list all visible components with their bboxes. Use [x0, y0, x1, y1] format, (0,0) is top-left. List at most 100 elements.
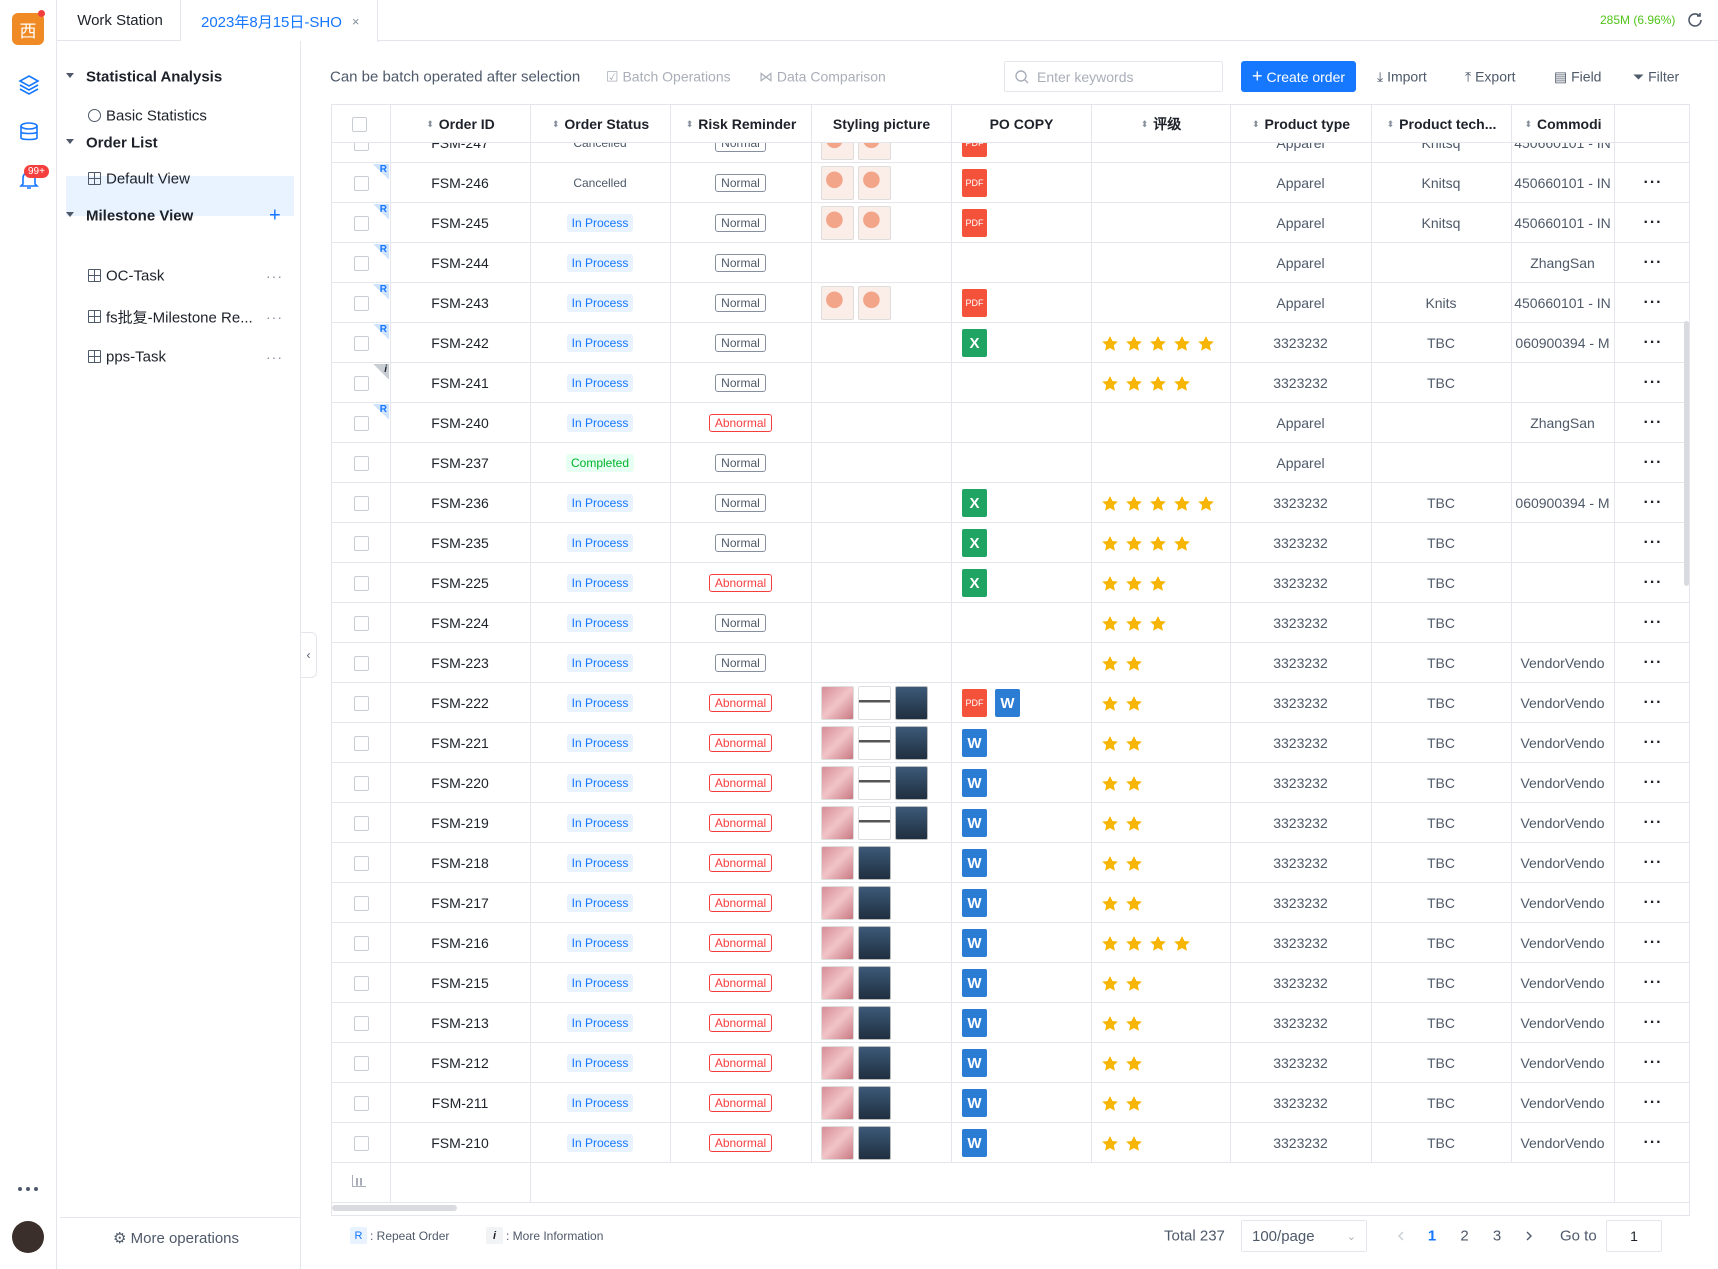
prev-page[interactable] [1395, 1230, 1407, 1242]
checkbox[interactable] [353, 815, 369, 831]
po-file-icon[interactable]: X [962, 529, 987, 557]
table-row[interactable]: FSM-217 In Process Abnormal W 3323232 TBC Vend… [332, 883, 1689, 923]
row-actions[interactable]: ··· [1614, 243, 1689, 282]
checkbox[interactable] [353, 535, 369, 551]
row-actions[interactable]: ··· [1614, 1043, 1689, 1082]
tree-item[interactable]: OC-Task [106, 267, 165, 285]
row-actions[interactable]: ··· [1614, 143, 1689, 162]
po-file-icon[interactable]: W [962, 889, 987, 917]
order-id[interactable]: FSM-246 [431, 175, 489, 191]
row-actions[interactable]: ··· [1614, 563, 1689, 602]
styling-picture[interactable] [895, 766, 928, 800]
more-operations[interactable]: ⚙ More operations [113, 1230, 240, 1247]
order-id[interactable]: FSM-215 [431, 975, 489, 991]
export-button[interactable]: ⤒ Export [1465, 68, 1516, 85]
column-header[interactable]: ⬍ Risk Reminder [670, 105, 811, 143]
row-actions[interactable]: ··· [1614, 283, 1689, 322]
checkbox[interactable] [353, 335, 369, 351]
tree-item[interactable]: Basic Statistics [106, 107, 207, 125]
checkbox[interactable] [353, 255, 369, 271]
row-actions[interactable]: ··· [1614, 803, 1689, 842]
column-header[interactable]: ⬍ 评级 [1091, 105, 1230, 143]
order-id[interactable]: FSM-247 [431, 143, 489, 151]
row-actions[interactable]: ··· [1614, 723, 1689, 762]
table-row[interactable]: FSM-225 In Process Abnormal X 3323232 TBC ··· [332, 563, 1689, 603]
row-actions[interactable]: ··· [1614, 603, 1689, 642]
row-actions[interactable]: ··· [1614, 643, 1689, 682]
order-id[interactable]: FSM-220 [431, 775, 489, 791]
row-actions[interactable]: ··· [1614, 1083, 1689, 1122]
tree-item[interactable]: fs批复-Milestone Re... [106, 309, 253, 327]
table-row[interactable]: FSM-235 In Process Normal X 3323232 TBC ··· [332, 523, 1689, 563]
checkbox[interactable] [353, 1135, 369, 1151]
table-row[interactable]: FSM-236 In Process Normal X 3323232 TBC 060900… [332, 483, 1689, 523]
row-actions[interactable]: ··· [1614, 483, 1689, 522]
styling-picture[interactable] [821, 966, 854, 1000]
tree-item[interactable]: Default View [106, 170, 190, 188]
order-id[interactable]: FSM-223 [431, 655, 489, 671]
group-caret[interactable] [66, 139, 74, 144]
table-row[interactable]: FSM-223 In Process Normal 3323232 TBC VendorV… [332, 643, 1689, 683]
checkbox[interactable] [353, 455, 369, 471]
table-row[interactable]: FSM-213 In Process Abnormal W 3323232 TBC Vend… [332, 1003, 1689, 1043]
order-id[interactable]: FSM-224 [431, 615, 489, 631]
next-page[interactable] [1523, 1230, 1535, 1242]
order-id[interactable]: FSM-222 [431, 695, 489, 711]
add-view[interactable]: + [269, 204, 281, 227]
order-id[interactable]: FSM-210 [431, 1135, 489, 1151]
row-actions[interactable]: ··· [1614, 163, 1689, 202]
table-row[interactable]: R FSM-240 In Process Abnormal Apparel ZhangSa… [332, 403, 1689, 443]
checkbox[interactable] [353, 575, 369, 591]
order-id[interactable]: FSM-219 [431, 815, 489, 831]
batch-operations[interactable]: ☑ Batch Operations [606, 68, 731, 85]
page-number[interactable]: 2 [1460, 1227, 1469, 1245]
styling-picture[interactable] [821, 286, 854, 320]
column-header[interactable]: ⬍ Product tech... [1371, 105, 1511, 143]
table-row[interactable]: FSM-216 In Process Abnormal W 3323232 TBC Vend… [332, 923, 1689, 963]
table-row[interactable]: FSM-221 In Process Abnormal W 3323232 TBC Vend… [332, 723, 1689, 763]
po-file-icon[interactable]: W [995, 689, 1020, 717]
order-id[interactable]: FSM-225 [431, 575, 489, 591]
po-file-icon[interactable]: X [962, 329, 987, 357]
avatar[interactable] [12, 1221, 44, 1253]
field-button[interactable]: ▤ Field [1554, 68, 1602, 85]
tab-close[interactable]: × [351, 13, 360, 29]
styling-picture[interactable] [858, 1006, 891, 1040]
po-file-icon[interactable]: X [962, 489, 987, 517]
v-scrollbar[interactable] [1684, 321, 1689, 586]
table-row[interactable]: FSM-218 In Process Abnormal W 3323232 TBC Vend… [332, 843, 1689, 883]
order-id[interactable]: FSM-212 [431, 1055, 489, 1071]
po-file-icon[interactable]: W [962, 729, 987, 757]
order-id[interactable]: FSM-237 [431, 455, 489, 471]
styling-picture[interactable] [821, 1086, 854, 1120]
styling-picture[interactable] [821, 143, 854, 160]
column-header[interactable]: PO COPY [951, 105, 1091, 143]
row-actions[interactable]: ··· [1614, 883, 1689, 922]
checkbox[interactable] [353, 415, 369, 431]
styling-picture[interactable] [821, 206, 854, 240]
styling-picture[interactable] [821, 806, 854, 840]
row-actions[interactable]: ··· [1614, 1003, 1689, 1042]
item-more[interactable]: ··· [266, 268, 283, 284]
row-actions[interactable]: ··· [1614, 963, 1689, 1002]
table-row[interactable]: FSM-224 In Process Normal 3323232 TBC ··· [332, 603, 1689, 643]
order-id[interactable]: FSM-242 [431, 335, 489, 351]
po-file-icon[interactable]: W [962, 1049, 987, 1077]
table-row[interactable]: R FSM-246 Cancelled Normal PDF Apparel Knitsq 4… [332, 163, 1689, 203]
styling-picture[interactable] [858, 806, 891, 840]
styling-picture[interactable] [858, 966, 891, 1000]
po-file-icon[interactable]: X [962, 569, 987, 597]
checkbox[interactable] [353, 695, 369, 711]
table-row[interactable]: FSM-212 In Process Abnormal W 3323232 TBC Vend… [332, 1043, 1689, 1083]
table-row[interactable]: i FSM-241 In Process Normal 3323232 TBC ··· [332, 363, 1689, 403]
styling-picture[interactable] [858, 143, 891, 160]
checkbox[interactable] [353, 295, 369, 311]
h-scrollbar[interactable] [332, 1205, 457, 1211]
styling-picture[interactable] [858, 726, 891, 760]
po-file-icon[interactable]: PDF [962, 689, 987, 717]
checkbox[interactable] [353, 935, 369, 951]
checkbox[interactable] [353, 175, 369, 191]
po-file-icon[interactable]: W [962, 929, 987, 957]
checkbox[interactable] [352, 117, 367, 132]
order-id[interactable]: FSM-235 [431, 535, 489, 551]
